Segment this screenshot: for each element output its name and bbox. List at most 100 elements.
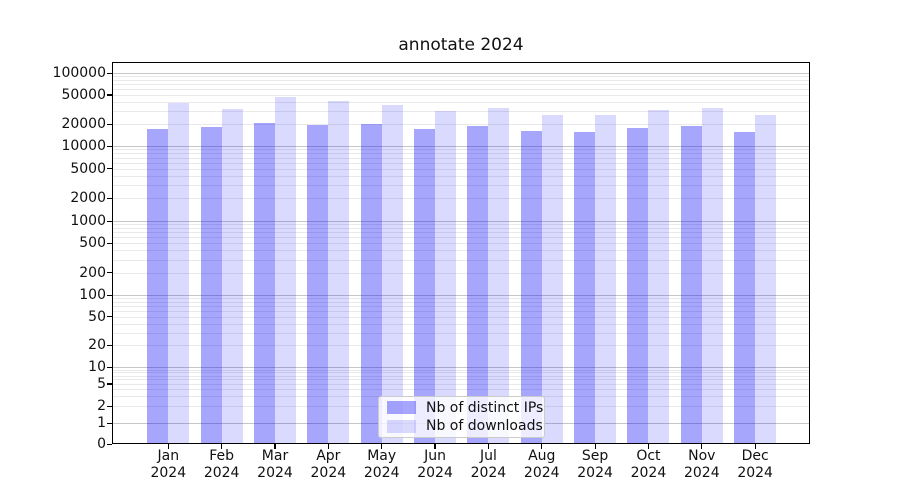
bar-nb-of-downloads-apr [328, 101, 350, 444]
gridline-minor-60 [113, 311, 809, 312]
gridline-major-100000 [113, 73, 809, 74]
chart-title: annotate 2024 [398, 35, 524, 55]
x-tick-month-dec: Dec [741, 448, 769, 464]
legend-label-distinct-ips: Nb of distinct IPs [426, 399, 544, 416]
x-tickmark-jan [167, 444, 169, 449]
gridline-major-100 [113, 295, 809, 296]
gridline-minor-70000 [113, 84, 809, 85]
bar-nb-of-downloads-oct [648, 110, 670, 444]
x-tick-month-jun: Jun [424, 448, 446, 464]
y-tickmark-10 [107, 366, 112, 368]
gridline-minor-7000 [113, 158, 809, 159]
x-tick-year-jan: 2024 [150, 464, 187, 481]
y-tickmark-100 [107, 294, 112, 296]
y-tickmark-2000 [107, 197, 112, 200]
gridline-minor-6 [113, 379, 809, 380]
y-tick-label-5: 5 [97, 375, 106, 392]
gridline-minor-9 [113, 370, 809, 371]
y-tick-label-0: 0 [97, 436, 106, 452]
x-tickmark-oct [647, 444, 650, 449]
gridline-minor-5 [113, 384, 809, 385]
y-tickmark-50 [107, 316, 112, 318]
bar-nb-of-downloads-mar [275, 96, 296, 444]
gridline-minor-4000 [113, 176, 809, 177]
x-tick-year-oct: 2024 [630, 464, 667, 481]
x-tick-year-apr: 2024 [310, 464, 347, 481]
gridline-minor-40000 [113, 102, 809, 103]
gridline-minor-60000 [113, 89, 809, 90]
x-tick-year-jun: 2024 [417, 464, 453, 481]
x-tickmark-mar [274, 444, 276, 449]
x-tick-month-aug: Aug [528, 448, 556, 464]
gridline-minor-5000 [113, 169, 809, 170]
gridline-minor-30 [113, 333, 809, 334]
x-tick-label-jul: Jul 2024 [446, 448, 530, 481]
bar-nb-of-downloads-jul [488, 108, 510, 444]
y-tickmark-100000 [107, 72, 112, 74]
y-tick-label-2: 2 [97, 398, 106, 415]
y-tick-label-50: 50 [88, 308, 106, 325]
legend: Nb of distinct IPs Nb of downloads [378, 396, 545, 438]
x-tick-month-feb: Feb [209, 448, 235, 464]
gridline-minor-30000 [113, 111, 809, 112]
y-tickmark-2 [107, 405, 112, 407]
y-tick-label-20: 20 [88, 337, 106, 354]
x-tick-year-sep: 2024 [577, 464, 613, 481]
gridline-minor-50 [113, 317, 809, 318]
gridline-minor-500 [113, 243, 809, 244]
bar-nb-of-distinct-ips-nov [680, 126, 702, 444]
x-tickmark-aug [541, 444, 543, 449]
y-tickmark-50000 [107, 94, 112, 96]
bar-nb-of-distinct-ips-mar [254, 123, 275, 444]
x-tickmark-nov [701, 444, 703, 449]
x-tick-year-aug: 2024 [523, 464, 560, 481]
y-tickmark-1 [107, 422, 112, 424]
gridline-major-10000 [113, 146, 809, 147]
x-tickmark-jun [434, 444, 436, 449]
y-tick-label-10: 10 [88, 359, 106, 375]
x-tick-month-mar: Mar [261, 448, 289, 464]
x-tickmark-jul [487, 444, 489, 449]
x-tick-label-jan: Jan 2024 [126, 448, 210, 481]
legend-entry-downloads: Nb of downloads [379, 418, 544, 436]
gridline-minor-80 [113, 302, 809, 303]
bar-nb-of-distinct-ips-sep [574, 132, 596, 444]
bar-nb-of-distinct-ips-jan [147, 128, 169, 444]
gridline-minor-4 [113, 389, 809, 390]
bar-nb-of-downloads-sep [595, 114, 617, 444]
gridline-minor-80000 [113, 80, 809, 81]
legend-swatch-distinct-ips [387, 401, 416, 415]
bar-nb-of-downloads-may [381, 105, 403, 444]
y-tick-label-2000: 2000 [70, 190, 106, 207]
gridline-minor-70 [113, 306, 809, 307]
gridline-minor-90000 [113, 76, 809, 77]
x-tick-month-sep: Sep [581, 448, 609, 464]
y-tick-label-1: 1 [97, 415, 106, 431]
y-tick-label-10000: 10000 [61, 138, 106, 154]
gridline-minor-2000 [113, 198, 809, 199]
gridline-minor-600 [113, 237, 809, 238]
gridline-minor-300 [113, 260, 809, 261]
x-tick-year-mar: 2024 [257, 464, 293, 481]
x-tick-label-aug: Aug 2024 [500, 448, 584, 481]
gridline-minor-700 [113, 232, 809, 233]
y-tick-label-5000: 5000 [70, 160, 106, 177]
gridline-minor-90 [113, 298, 809, 299]
x-tickmark-dec [754, 444, 756, 449]
gridline-minor-6000 [113, 163, 809, 164]
bar-nb-of-distinct-ips-may [360, 124, 382, 444]
y-tick-label-500: 500 [79, 235, 106, 252]
gridline-minor-900 [113, 224, 809, 225]
x-tick-label-nov: Nov 2024 [660, 448, 744, 481]
gridline-minor-400 [113, 250, 809, 251]
bar-nb-of-downloads-jun [435, 110, 457, 444]
x-tick-label-may: May 2024 [340, 448, 424, 481]
x-tickmark-apr [327, 444, 329, 449]
x-tick-year-dec: 2024 [737, 464, 773, 481]
x-tick-label-mar: Mar 2024 [233, 448, 317, 481]
y-tick-label-20000: 20000 [61, 116, 106, 133]
x-tickmark-sep [594, 444, 596, 449]
